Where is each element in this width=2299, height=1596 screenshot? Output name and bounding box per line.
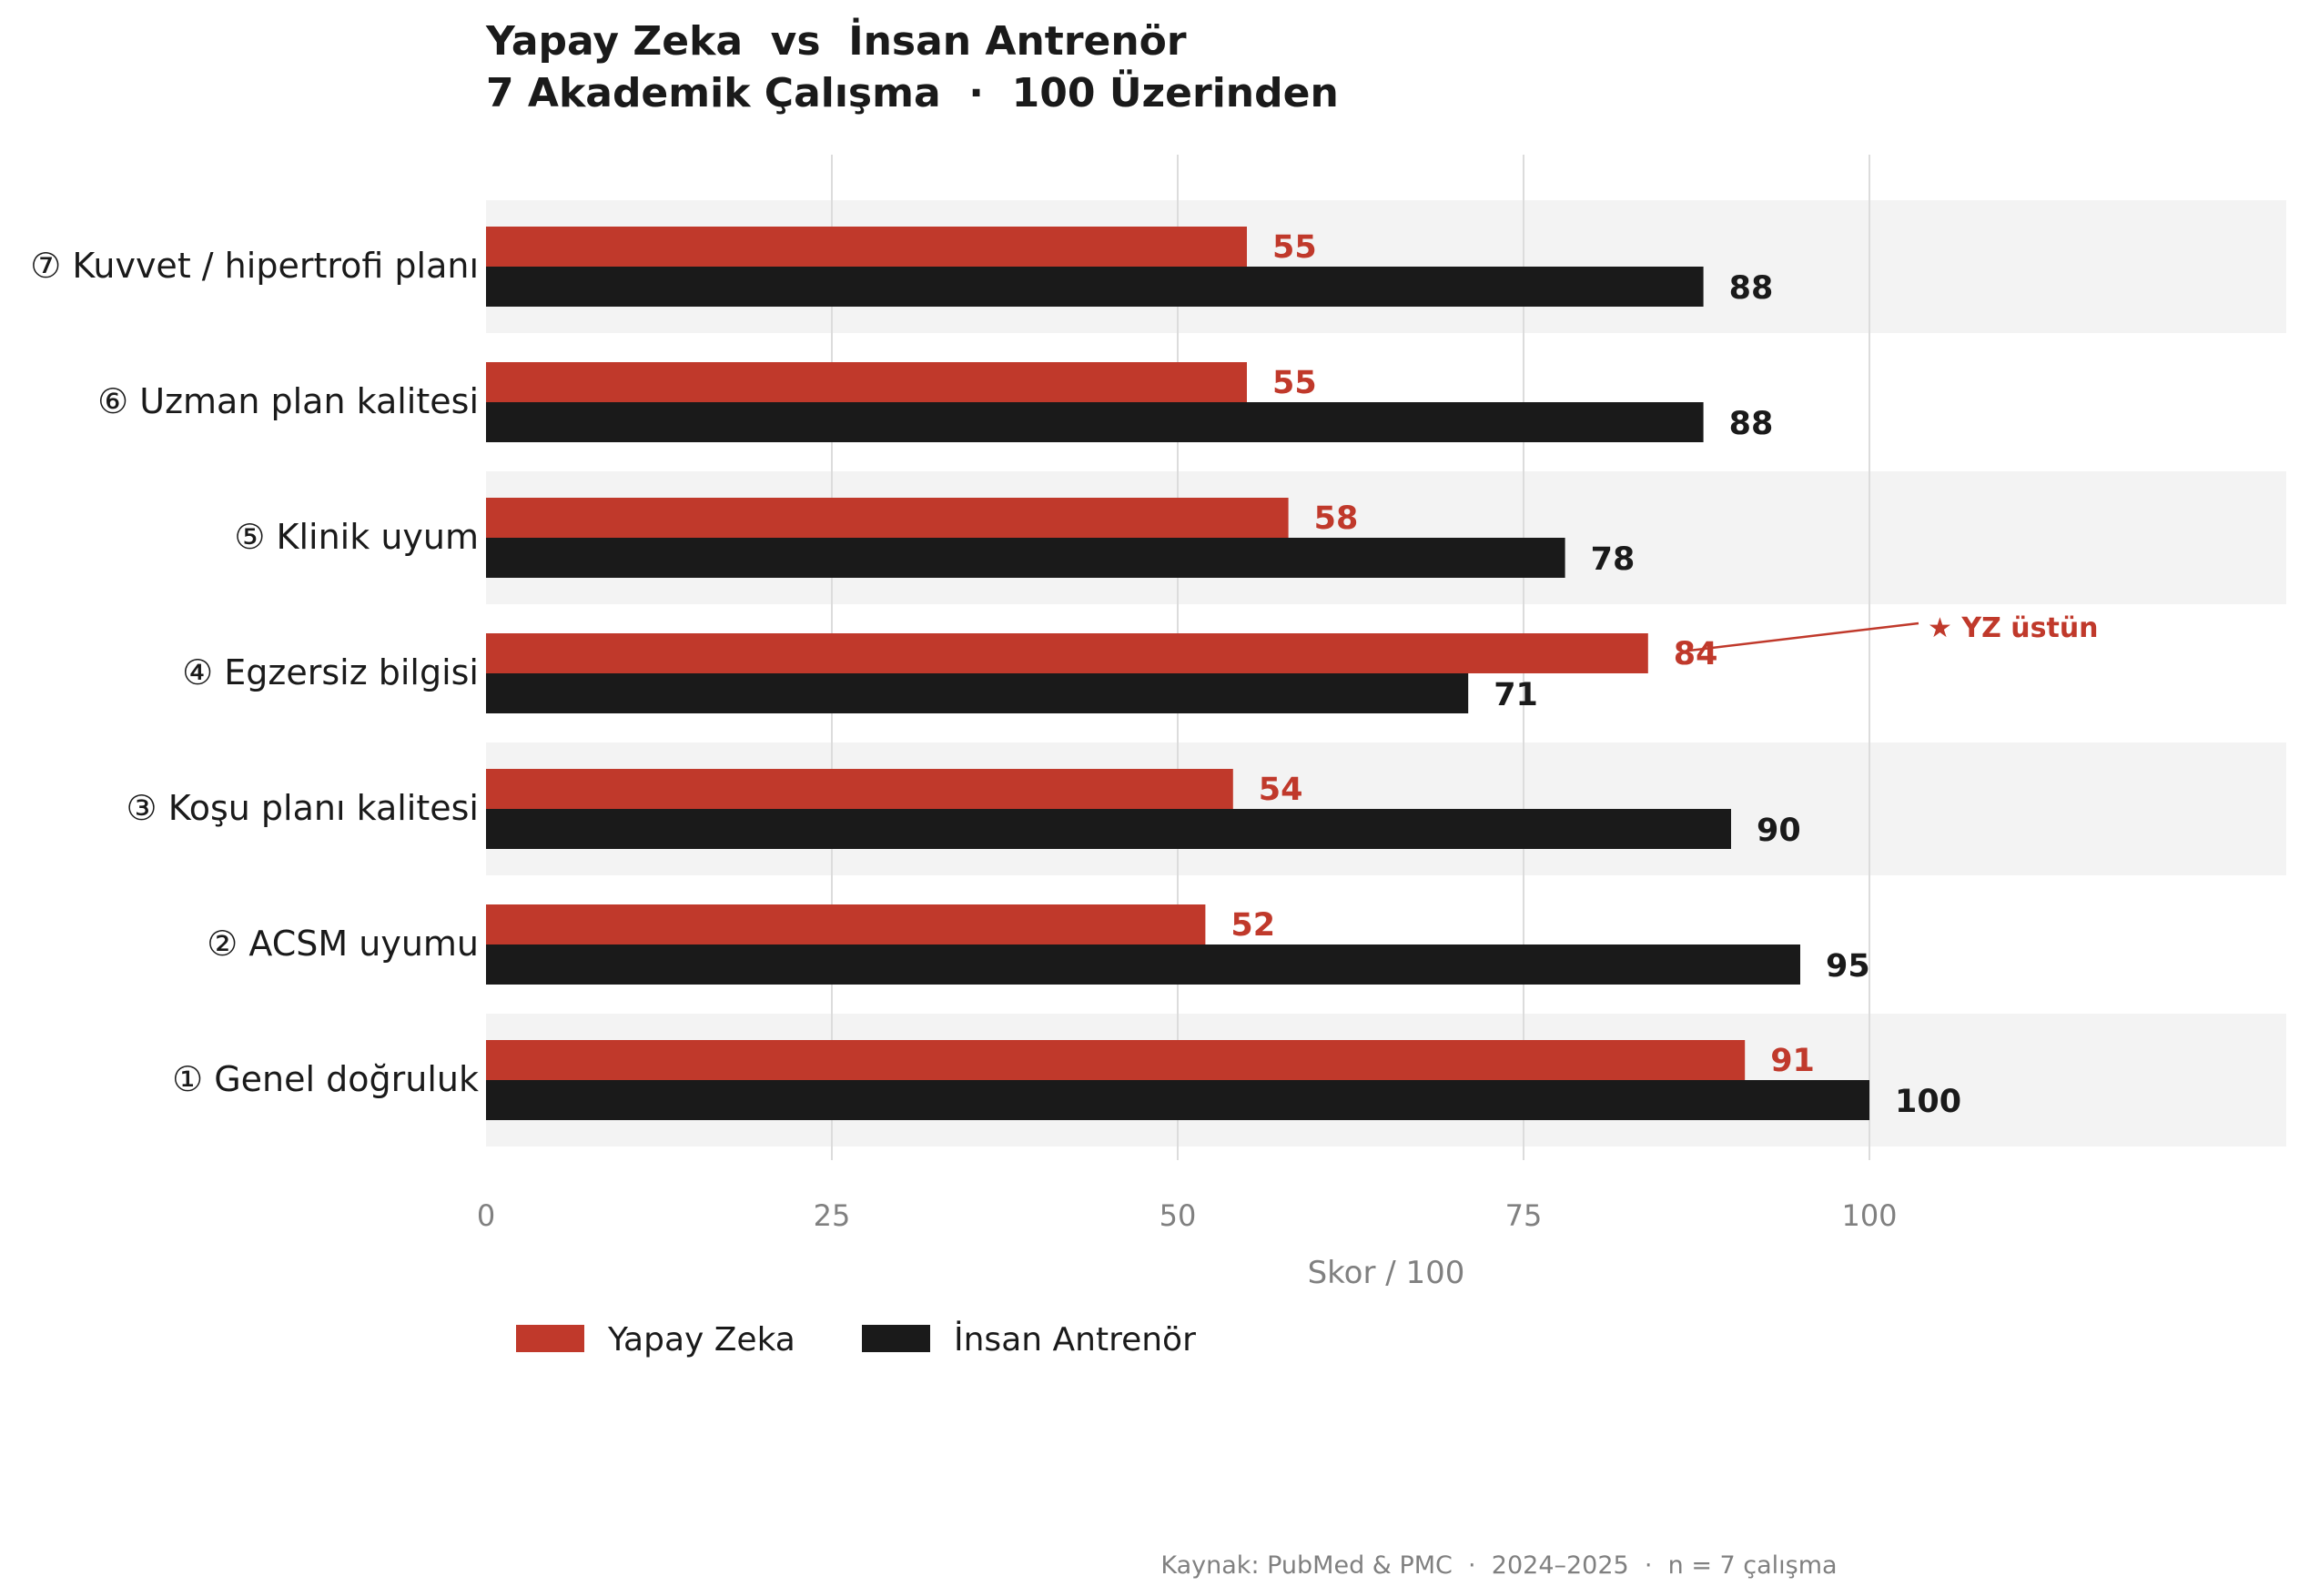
x-tick-label: 50 [1160, 1198, 1197, 1233]
legend-swatch-insan-antrenor [862, 1325, 930, 1352]
x-tick-label: 25 [814, 1198, 851, 1233]
bar-insan-antrenor [486, 809, 1731, 849]
category-label: ⑤ Klinik uyum [234, 517, 479, 557]
bar-insan-antrenor [486, 673, 1469, 713]
data-label: 88 [1729, 406, 1774, 442]
data-label: 91 [1770, 1043, 1815, 1079]
data-label: 71 [1494, 677, 1538, 713]
data-label: 55 [1272, 229, 1317, 266]
bar-insan-antrenor [486, 944, 1800, 985]
bar-insan-antrenor [486, 538, 1565, 578]
legend-label: İnsan Antrenör [954, 1320, 1196, 1359]
data-label: 58 [1314, 500, 1359, 537]
category-label: ① Genel doğruluk [172, 1059, 479, 1099]
bar-yapay-zeka [486, 769, 1233, 809]
x-tick-label: 0 [477, 1198, 495, 1233]
bar-insan-antrenor [486, 1080, 1869, 1120]
category-label: ③ Koşu planı kalitesi [127, 788, 479, 828]
category-label: ⑦ Kuvvet / hipertrofi planı [30, 246, 479, 286]
data-label: 88 [1729, 270, 1774, 307]
source-note: Kaynak: PubMed & PMC · 2024–2025 · n = 7… [1160, 1551, 1838, 1580]
category-label: ② ACSM uyumu [207, 924, 479, 964]
data-label: 52 [1231, 907, 1275, 944]
x-tick-label: 75 [1505, 1198, 1543, 1233]
bar-insan-antrenor [486, 402, 1704, 442]
chart-title: Yapay Zeka vs İnsan Antrenör [486, 18, 1187, 65]
bar-yapay-zeka [486, 1040, 1746, 1080]
category-label: ⑥ Uzman plan kalitesi [97, 381, 479, 421]
data-label: 84 [1674, 636, 1718, 672]
legend-swatch-yapay-zeka [516, 1325, 584, 1352]
bar-yapay-zeka [486, 362, 1247, 402]
data-label: 78 [1591, 541, 1636, 578]
bar-insan-antrenor [486, 267, 1704, 307]
chart-subtitle: 7 Akademik Çalışma · 100 Üzerinden [486, 70, 1339, 116]
bar-yapay-zeka [486, 904, 1206, 944]
data-label: 95 [1826, 948, 1870, 985]
annotation-arrow [1688, 621, 1919, 652]
data-label: 54 [1259, 772, 1303, 808]
data-label: 90 [1757, 813, 1801, 849]
data-label: 55 [1272, 365, 1317, 401]
x-axis-label: Skor / 100 [1308, 1255, 1465, 1291]
bar-yapay-zeka [486, 633, 1648, 673]
data-label: 100 [1895, 1084, 1961, 1120]
category-label: ④ Egzersiz bilgisi [182, 652, 479, 692]
bar-yapay-zeka [486, 498, 1289, 538]
legend-label: Yapay Zeka [607, 1321, 795, 1359]
x-tick-label: 100 [1841, 1198, 1897, 1233]
annotation-label: ★ YZ üstün [1928, 612, 2099, 644]
bar-yapay-zeka [486, 227, 1247, 267]
